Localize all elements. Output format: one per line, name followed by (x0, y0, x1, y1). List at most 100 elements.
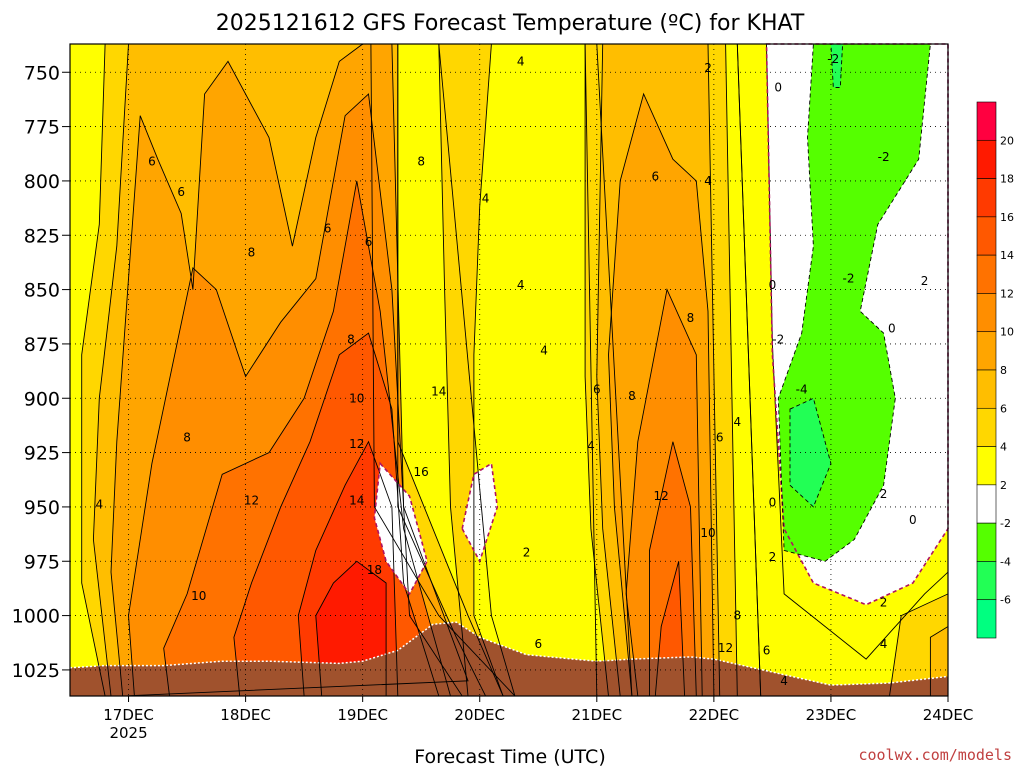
contour-label: 8 (183, 430, 191, 444)
x-tick-label: 17DEC (103, 706, 154, 724)
contour-label: 12 (244, 493, 259, 507)
x-tick-year: 2025 (109, 724, 147, 742)
contour-label: 2 (769, 550, 777, 564)
colorbar-label: 18 (1000, 173, 1014, 186)
contour-label: 2 (880, 596, 888, 610)
contour-label: 2 (704, 61, 712, 75)
chart-title: 2025121612 GFS Forecast Temperature (ºC)… (216, 11, 805, 36)
x-tick-label: 20DEC (454, 706, 505, 724)
contour-label: 6 (593, 383, 601, 397)
y-tick-label: 875 (24, 334, 60, 356)
y-tick-label: 925 (24, 443, 60, 465)
colorbar-swatch (976, 369, 997, 409)
contour-label: 12 (349, 437, 364, 451)
contour-label: 18 (367, 563, 382, 577)
contour-label: -2 (878, 150, 890, 164)
contour-label: 16 (414, 465, 429, 479)
colorbar-label: 6 (1000, 402, 1007, 415)
contour-label: 6 (148, 154, 156, 168)
colorbar-swatch (976, 522, 997, 562)
contour-label: 6 (177, 185, 185, 199)
contour-label: 2 (921, 274, 929, 288)
colorbar-swatch (976, 561, 997, 601)
contour-label: 14 (349, 493, 364, 507)
contour-label: 2 (523, 546, 531, 560)
colorbar-label: 10 (1000, 326, 1014, 339)
y-tick-label: 750 (24, 62, 60, 84)
colorbar-label: -6 (1000, 594, 1011, 607)
contour--2 (461, 462, 499, 564)
colorbar-label: 14 (1000, 249, 1014, 262)
contour-4 (584, 43, 738, 697)
contour-label: 0 (888, 322, 896, 336)
y-tick-label: 775 (24, 117, 60, 139)
colorbar-swatch (976, 254, 997, 294)
contour--6 (789, 397, 832, 508)
surface-line (69, 621, 949, 686)
colorbar-swatch (976, 484, 997, 524)
credit-link[interactable]: coolwx.com/models (858, 746, 1012, 764)
y-tick-label: 825 (24, 225, 60, 247)
contour-label: 4 (517, 278, 525, 292)
contour-label: 0 (769, 496, 777, 510)
contour-label: 6 (716, 430, 724, 444)
y-tick-label: 1025 (12, 660, 60, 682)
ground-layer (69, 621, 949, 696)
contour-label: 2 (880, 487, 888, 501)
colorbar-label: 16 (1000, 211, 1014, 224)
colorbar-swatch (976, 101, 997, 141)
x-axis-label: Forecast Time (UTC) (414, 746, 605, 768)
contour-label: 4 (780, 674, 788, 688)
contour-label: 6 (365, 235, 373, 249)
contour-label: 14 (431, 385, 446, 399)
y-tick-label: 975 (24, 551, 60, 573)
temp-band--6--4 (830, 44, 843, 88)
contour-16 (297, 440, 399, 697)
contour-label: 8 (347, 333, 355, 347)
colorbar-swatch (976, 446, 997, 486)
contour-label: 4 (733, 415, 741, 429)
colorbar-label: 20 (1000, 134, 1014, 147)
x-tick-label: 21DEC (572, 706, 623, 724)
contour-label: 4 (95, 498, 103, 512)
contour-label: 4 (587, 439, 595, 453)
y-tick-label: 900 (24, 388, 60, 410)
contour-12 (163, 180, 452, 697)
contour-label: 6 (652, 170, 660, 184)
plot-frame (69, 43, 949, 697)
x-tick-label: 22DEC (689, 706, 740, 724)
colorbar-label: 8 (1000, 364, 1007, 377)
contour-label: -2 (772, 333, 784, 347)
contour-label: 8 (628, 389, 636, 403)
colorbar-swatch (976, 407, 997, 447)
contour-4 (438, 43, 504, 697)
contour-label: 4 (880, 637, 888, 651)
contour-label: 12 (654, 489, 669, 503)
contour-label: 4 (482, 191, 490, 205)
contour-label: 8 (687, 311, 695, 325)
contour-label: 6 (324, 222, 332, 236)
colorbar-label: 12 (1000, 287, 1014, 300)
colorbar-label: 4 (1000, 441, 1007, 454)
x-tick-label: 19DEC (337, 706, 388, 724)
x-tick-label: 18DEC (220, 706, 271, 724)
contour-label: 0 (774, 80, 782, 94)
y-tick-label: 850 (24, 280, 60, 302)
colorbar-swatch (976, 216, 997, 256)
colorbar-swatch (976, 139, 997, 179)
contour-label: 0 (909, 513, 917, 527)
colorbar-label: 2 (1000, 479, 1007, 492)
temp-band-4-6 (438, 44, 504, 696)
temp-band--2-2 (462, 463, 498, 562)
contour-14 (233, 332, 440, 697)
colorbar-swatch (976, 178, 997, 218)
contour-label: 10 (191, 589, 206, 603)
y-tick-label: 800 (24, 171, 60, 193)
x-tick-label: 23DEC (806, 706, 857, 724)
contour-label: -2 (843, 272, 855, 286)
y-axis: 750 775 800 825 850 875 900 925 950 975 1000 1025 (12, 62, 70, 682)
colorbar-label: -2 (1000, 517, 1011, 530)
contour-label: 8 (417, 154, 425, 168)
